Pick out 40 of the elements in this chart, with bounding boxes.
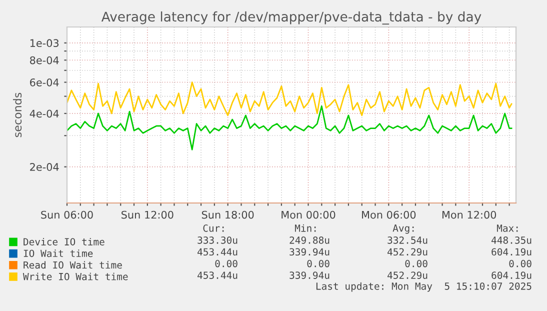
text: 604.19u	[492, 248, 532, 256]
text: 0.00	[215, 260, 238, 268]
text: 333.30u	[198, 236, 238, 244]
y-tick-label: 4e-04	[30, 110, 59, 118]
text: Cur:	[203, 224, 224, 232]
y-tick-label: 8e-04	[30, 56, 59, 64]
text: 604.19u	[492, 272, 532, 279]
legend-label: IO Wait time	[24, 250, 93, 258]
x-tick-label: Mon 06:00	[362, 210, 416, 219]
chart-title: Average latency for /dev/mapper/pve-data_tdata - by day	[101, 11, 482, 25]
text: 249.88u	[290, 236, 330, 244]
x-tick-label: Mon 00:00	[282, 210, 336, 219]
x-tick-label: Mon 12:00	[442, 210, 496, 219]
legend-label: Read IO Wait time	[24, 261, 122, 269]
text: Last update: Mon May 5 15:10:07 2025	[316, 282, 532, 292]
text: 452.29u	[388, 248, 428, 256]
x-tick-label: Sun 18:00	[202, 210, 254, 219]
y-tick-label: 1e-03	[30, 39, 59, 48]
text: 339.94u	[290, 248, 330, 256]
y-axis-title: seconds	[13, 92, 22, 138]
x-tick-label: Sun 12:00	[122, 210, 174, 219]
text: Avg:	[392, 224, 414, 234]
text: 453.44u	[198, 248, 238, 256]
text: 453.44u	[198, 272, 238, 279]
line-series	[67, 105, 512, 150]
line-series	[67, 82, 512, 116]
text: 339.94u	[290, 272, 330, 279]
x-tick-label: Sun 06:00	[41, 210, 93, 219]
text: Max:	[496, 224, 518, 232]
text: 0.00	[405, 260, 428, 268]
y-tick-label: 6e-04	[30, 78, 59, 86]
legend-label: Device IO time	[24, 238, 104, 246]
legend-label: Write IO Wait time	[22, 272, 128, 280]
text: Min:	[294, 224, 316, 232]
text: 452.29u	[388, 272, 428, 279]
text: 0.00	[307, 260, 330, 268]
text: 0.00	[509, 260, 532, 268]
text: 332.54u	[388, 236, 428, 244]
y-tick-label: 2e-04	[30, 163, 59, 171]
text: 448.35u	[492, 236, 532, 244]
